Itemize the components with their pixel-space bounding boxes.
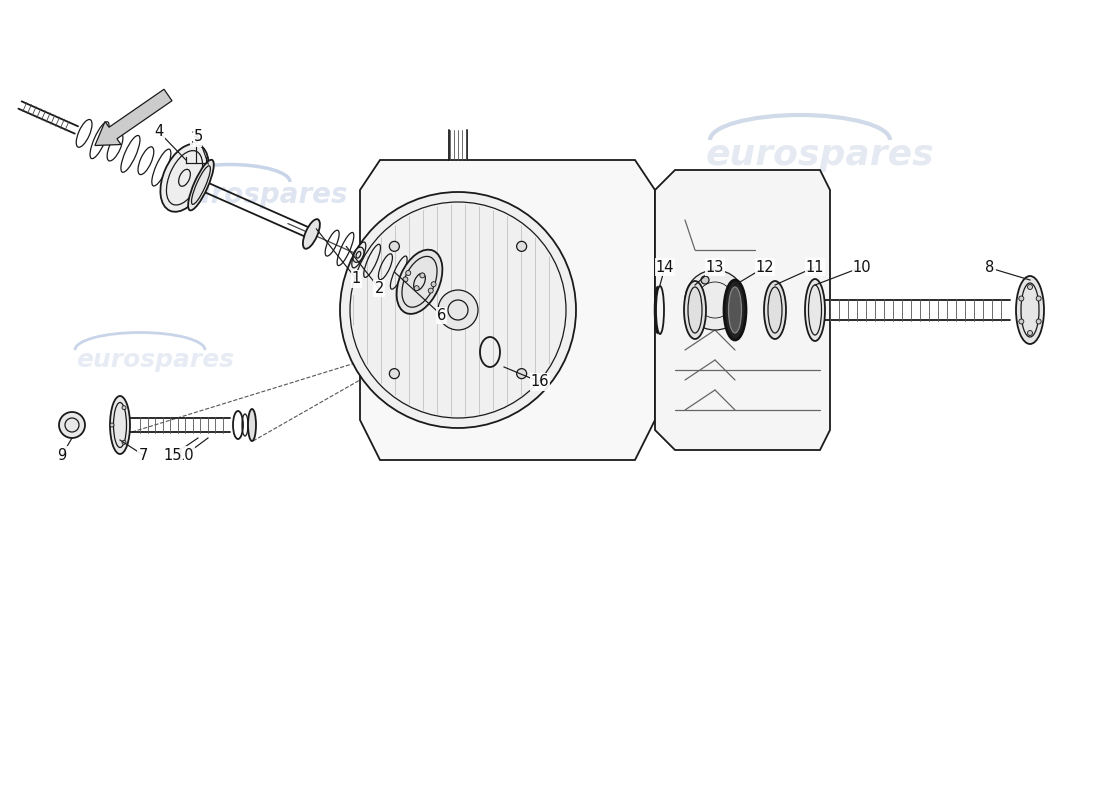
Text: 14: 14 xyxy=(656,259,674,274)
Text: eurospares: eurospares xyxy=(76,348,234,372)
Ellipse shape xyxy=(728,287,741,333)
Circle shape xyxy=(438,290,478,330)
Ellipse shape xyxy=(302,219,320,249)
Text: 13: 13 xyxy=(706,259,724,274)
Circle shape xyxy=(59,412,85,438)
Circle shape xyxy=(701,276,710,284)
Circle shape xyxy=(406,270,410,275)
Text: 16: 16 xyxy=(530,374,549,390)
Polygon shape xyxy=(360,160,654,460)
Text: 6: 6 xyxy=(437,308,447,322)
Ellipse shape xyxy=(110,396,130,454)
Text: 8: 8 xyxy=(986,261,994,275)
Text: 4: 4 xyxy=(154,125,164,139)
Circle shape xyxy=(431,282,436,286)
Text: 10: 10 xyxy=(852,259,871,274)
Ellipse shape xyxy=(397,250,442,314)
Text: 3: 3 xyxy=(191,130,200,146)
Ellipse shape xyxy=(353,247,364,262)
Text: 15: 15 xyxy=(164,447,183,462)
Text: 11: 11 xyxy=(805,259,824,274)
Circle shape xyxy=(403,277,408,282)
Text: 1: 1 xyxy=(352,271,361,286)
Ellipse shape xyxy=(724,280,746,340)
Circle shape xyxy=(685,270,745,330)
Ellipse shape xyxy=(1016,276,1044,344)
Circle shape xyxy=(1027,330,1033,335)
Text: 5: 5 xyxy=(194,129,202,144)
Text: 10: 10 xyxy=(176,447,195,462)
Text: 9: 9 xyxy=(57,447,67,462)
Text: 12: 12 xyxy=(756,259,774,274)
Ellipse shape xyxy=(764,281,786,339)
Ellipse shape xyxy=(188,160,213,210)
Circle shape xyxy=(1027,285,1033,290)
Circle shape xyxy=(389,242,399,251)
Text: 7: 7 xyxy=(139,447,147,462)
FancyArrow shape xyxy=(95,90,172,146)
Polygon shape xyxy=(654,170,830,450)
Circle shape xyxy=(428,288,433,293)
Circle shape xyxy=(1019,319,1024,324)
Circle shape xyxy=(517,369,527,378)
Text: 2: 2 xyxy=(375,281,384,296)
Circle shape xyxy=(122,440,127,444)
Circle shape xyxy=(415,286,419,290)
Circle shape xyxy=(420,273,425,278)
Ellipse shape xyxy=(805,279,825,341)
Text: eurospares: eurospares xyxy=(173,181,348,209)
Circle shape xyxy=(110,423,114,427)
Circle shape xyxy=(389,369,399,378)
Circle shape xyxy=(1036,319,1042,324)
Ellipse shape xyxy=(161,144,209,212)
Circle shape xyxy=(1036,296,1042,301)
Circle shape xyxy=(122,406,127,410)
Ellipse shape xyxy=(248,409,256,441)
Circle shape xyxy=(1019,296,1024,301)
Circle shape xyxy=(340,192,576,428)
Ellipse shape xyxy=(684,281,706,339)
Circle shape xyxy=(517,242,527,251)
Text: eurospares: eurospares xyxy=(706,138,934,172)
